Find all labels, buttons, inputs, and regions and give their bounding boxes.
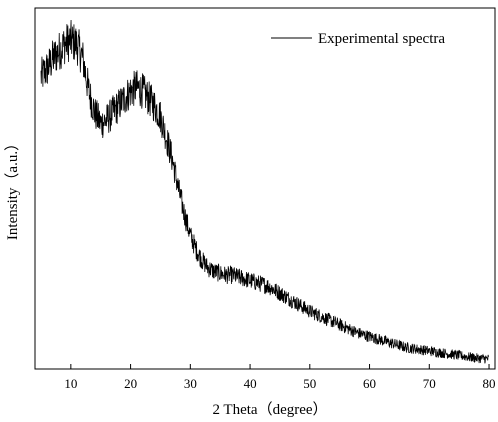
x-tick-label: 20	[124, 376, 137, 391]
x-axis-ticks: 10 20 30 40 50 60 70 80	[64, 364, 496, 391]
x-tick-label: 50	[303, 376, 316, 391]
x-axis-title: 2 Theta（degree）	[212, 401, 327, 418]
legend-label: Experimental spectra	[318, 31, 445, 47]
x-tick-label: 70	[423, 376, 436, 391]
legend: Experimental spectra	[271, 31, 445, 47]
x-tick-label: 30	[184, 376, 197, 391]
x-tick-label: 10	[64, 376, 77, 391]
series-line-experimental-spectra	[40, 20, 490, 364]
x-tick-label: 40	[244, 376, 257, 391]
plot-frame	[34, 7, 496, 370]
x-tick-label: 60	[363, 376, 376, 391]
x-tick-label: 80	[483, 376, 496, 391]
y-axis-title: Intensity（a.u.）	[4, 136, 21, 240]
